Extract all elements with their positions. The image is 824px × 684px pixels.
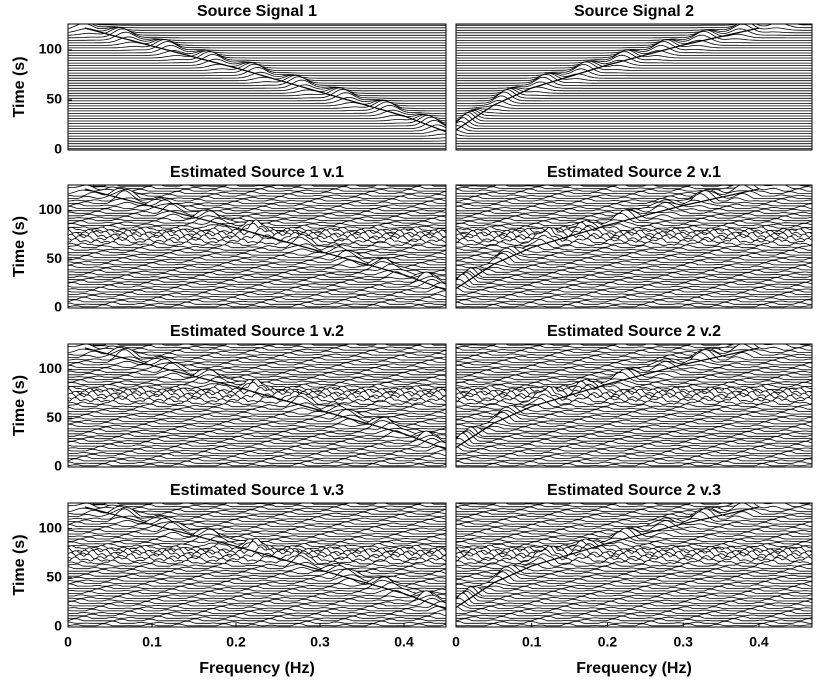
ridge-line [84,188,446,291]
x-tick-label: 0.2 [226,634,246,650]
ridge-line [84,347,446,450]
y-tick-label: 50 [46,568,62,584]
x-tick-label: 0.4 [394,634,414,650]
panel-title: Estimated Source 2 v.2 [547,323,721,340]
x-tick-label: 0.2 [598,634,618,650]
y-tick-label: 0 [54,458,62,474]
traces [456,24,812,150]
trace [68,623,446,627]
y-axis-label: Time (s) [11,56,28,117]
plot-frame [67,23,447,151]
x-axis-label: Frequency (Hz) [576,660,692,677]
y-axis-label: Time (s) [11,534,28,595]
y-tick-label: 100 [39,201,63,217]
ridge-line [456,188,760,289]
x-tick-label: 0.1 [142,634,162,650]
trace [68,463,446,467]
panel-title: Source Signal 2 [574,3,694,20]
y-tick-label: 100 [39,360,63,376]
x-tick-label: 0.3 [673,634,693,650]
plot-frame [67,184,447,309]
trace [456,623,812,627]
traces [68,185,446,308]
y-tick-label: 0 [54,299,62,315]
trace [456,304,812,308]
ridge-line [456,347,760,448]
traces [68,344,446,467]
panel-title: Estimated Source 2 v.3 [547,482,721,499]
traces [456,185,812,308]
trace [456,463,812,467]
y-tick-label: 0 [54,618,62,634]
x-tick-label: 0 [64,634,72,650]
y-axis-label: Time (s) [11,375,28,436]
traces [456,344,812,467]
plot-frame [455,184,813,309]
x-tick-label: 0 [452,634,460,650]
ridge-line [456,506,760,608]
x-axis-label: Frequency (Hz) [199,660,315,677]
x-tick-label: 0.3 [310,634,330,650]
panel-title: Estimated Source 1 v.1 [170,164,344,181]
panel-title: Estimated Source 2 v.1 [547,164,721,181]
panel-title: Source Signal 1 [197,3,317,20]
plot-frame [455,23,813,151]
y-tick-label: 50 [46,250,62,266]
plot-frame [67,343,447,468]
ridge-line [84,27,446,133]
plot-frame [67,502,447,628]
traces [68,24,446,150]
y-tick-label: 50 [46,91,62,107]
x-tick-label: 0.1 [522,634,542,650]
panel-title: Estimated Source 1 v.2 [170,323,344,340]
trace [68,304,446,308]
ridge-line [84,506,446,610]
x-tick-label: 0.4 [749,634,769,650]
y-tick-label: 0 [54,141,62,157]
traces [456,503,812,627]
y-tick-label: 100 [39,41,63,57]
ridge-line [456,27,760,131]
plot-frame [455,343,813,468]
panel-title: Estimated Source 1 v.3 [170,482,344,499]
plot-frame [455,502,813,628]
y-tick-label: 50 [46,409,62,425]
y-tick-label: 100 [39,519,63,535]
y-axis-label: Time (s) [11,216,28,277]
traces [68,503,446,627]
